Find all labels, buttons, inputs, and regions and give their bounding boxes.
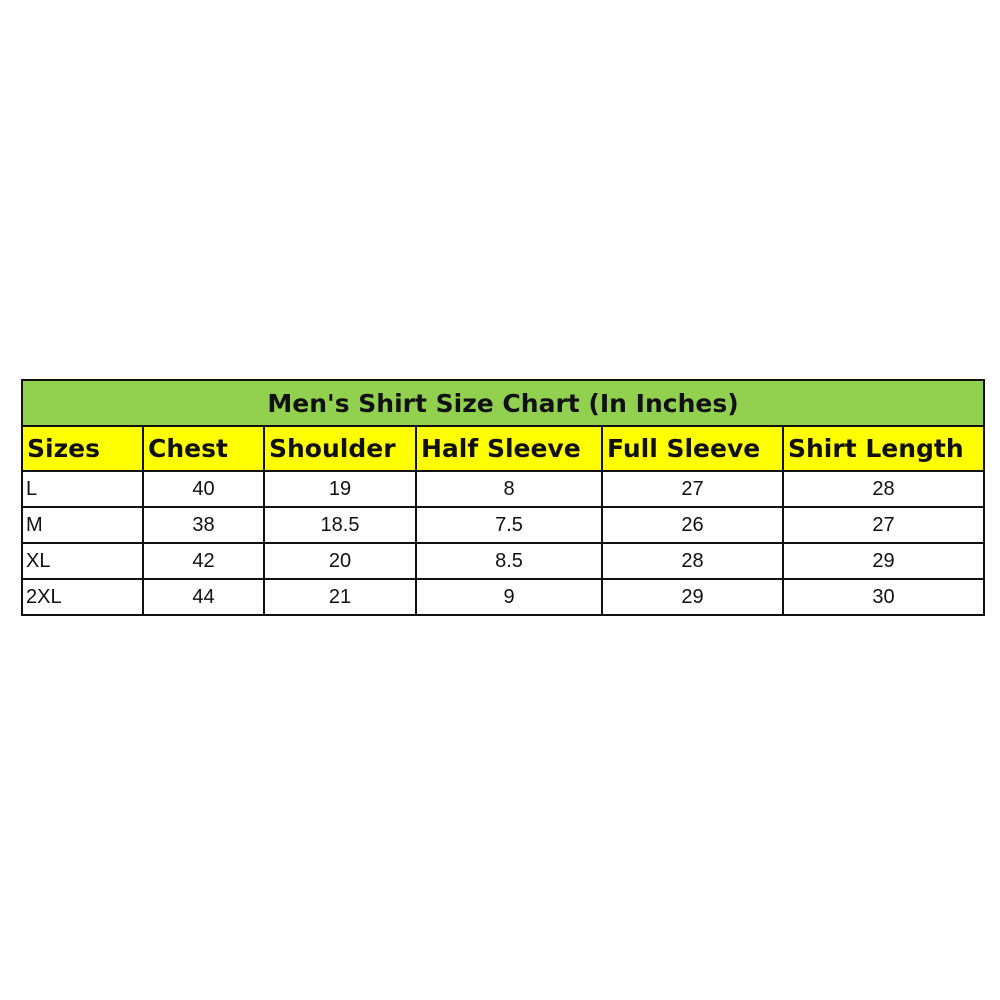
cell-full-sleeve: 29 — [601, 578, 784, 616]
cell-size: L — [21, 470, 144, 508]
cell-shirt-length: 30 — [781, 578, 986, 616]
header-full-sleeve: Full Sleeve — [601, 425, 784, 472]
cell-half-sleeve: 7.5 — [415, 506, 603, 544]
cell-full-sleeve: 28 — [601, 542, 784, 580]
cell-shoulder: 21 — [263, 578, 417, 616]
header-shoulder: Shoulder — [263, 425, 417, 472]
cell-half-sleeve: 8.5 — [415, 542, 603, 580]
cell-chest: 38 — [142, 506, 265, 544]
cell-shirt-length: 27 — [781, 506, 986, 544]
table-title: Men's Shirt Size Chart (In Inches) — [20, 379, 986, 427]
cell-size: XL — [21, 542, 144, 580]
cell-full-sleeve: 27 — [601, 470, 784, 508]
cell-half-sleeve: 9 — [415, 578, 603, 616]
cell-shirt-length: 28 — [781, 470, 986, 508]
cell-size: 2XL — [21, 578, 144, 616]
cell-chest: 44 — [142, 578, 265, 616]
size-chart-table: Men's Shirt Size Chart (In Inches) Sizes… — [20, 379, 986, 616]
cell-shoulder: 18.5 — [263, 506, 417, 544]
cell-shoulder: 20 — [263, 542, 417, 580]
cell-shoulder: 19 — [263, 470, 417, 508]
cell-chest: 40 — [142, 470, 265, 508]
cell-half-sleeve: 8 — [415, 470, 603, 508]
header-row: Sizes Chest Shoulder Half Sleeve Full Sl… — [21, 425, 986, 472]
cell-full-sleeve: 26 — [601, 506, 784, 544]
table-row: L 40 19 8 27 28 — [21, 470, 986, 508]
header-half-sleeve: Half Sleeve — [415, 425, 603, 472]
header-shirt-length: Shirt Length — [781, 425, 986, 472]
table-row: M 38 18.5 7.5 26 27 — [21, 506, 986, 544]
cell-chest: 42 — [142, 542, 265, 580]
header-sizes: Sizes — [21, 425, 144, 472]
table-row: XL 42 20 8.5 28 29 — [21, 542, 986, 580]
table-row: 2XL 44 21 9 29 30 — [21, 578, 986, 616]
cell-shirt-length: 29 — [781, 542, 986, 580]
header-chest: Chest — [142, 425, 265, 472]
cell-size: M — [21, 506, 144, 544]
